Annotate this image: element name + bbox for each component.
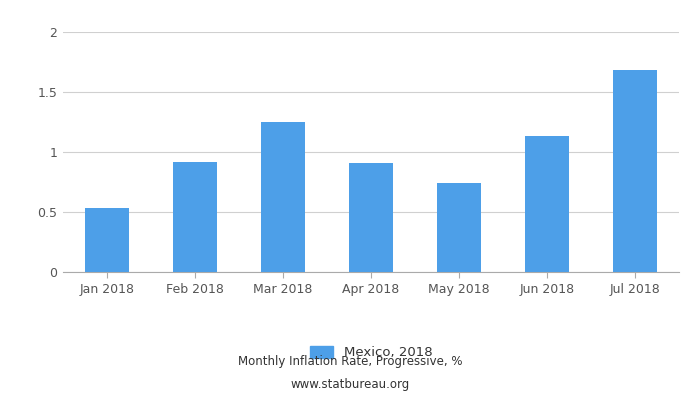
Bar: [349, 163, 393, 272]
Bar: [173, 162, 217, 272]
Text: www.statbureau.org: www.statbureau.org: [290, 378, 410, 391]
Text: Monthly Inflation Rate, Progressive, %: Monthly Inflation Rate, Progressive, %: [238, 356, 462, 368]
Bar: [85, 208, 129, 272]
Bar: [437, 183, 481, 272]
Legend: Mexico, 2018: Mexico, 2018: [309, 346, 433, 359]
Bar: [525, 136, 569, 272]
Bar: [261, 122, 305, 272]
Bar: [613, 70, 657, 272]
